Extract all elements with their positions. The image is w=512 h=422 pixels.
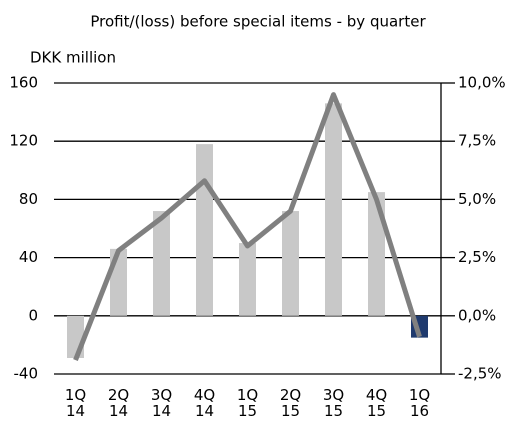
y-tick-label: 0: [28, 306, 38, 324]
y2-tick-label: 2,5%: [458, 248, 496, 266]
bar: [196, 144, 213, 316]
y-tick-label: 120: [9, 132, 38, 150]
x-tick-label: 4Q 14: [194, 386, 215, 420]
bar: [110, 248, 127, 316]
bar: [239, 243, 256, 316]
y2-tick-label: 10,0%: [458, 74, 506, 92]
y2-tick-label: 7,5%: [458, 132, 496, 150]
y-axis-label: DKK million: [30, 49, 116, 67]
y-tick-label: 160: [9, 74, 38, 92]
line: [73, 92, 422, 361]
x-tick-label: 2Q 15: [280, 386, 301, 420]
x-tick-label: 4Q 15: [366, 386, 387, 420]
y2-tick-label: -2,5%: [458, 365, 502, 383]
x-tick-label: 3Q 14: [151, 386, 172, 420]
bar: [282, 211, 299, 316]
x-tick-label: 1Q 14: [65, 386, 86, 420]
bar: [368, 192, 385, 316]
y-tick-label: 40: [19, 248, 38, 266]
y2-tick-label: 0,0%: [458, 306, 496, 324]
x-tick-label: 1Q 16: [409, 386, 430, 420]
bar: [325, 103, 342, 316]
y2-tick-label: 5,0%: [458, 190, 496, 208]
x-tick-label: 2Q 14: [108, 386, 129, 420]
x-tick-label: 1Q 15: [237, 386, 258, 420]
x-tick-label: 3Q 15: [323, 386, 344, 420]
y-tick-label: 80: [19, 190, 38, 208]
y-tick-label: -40: [14, 365, 39, 383]
bar: [153, 211, 170, 316]
chart-title: Profit/(loss) before special items - by …: [90, 13, 426, 31]
